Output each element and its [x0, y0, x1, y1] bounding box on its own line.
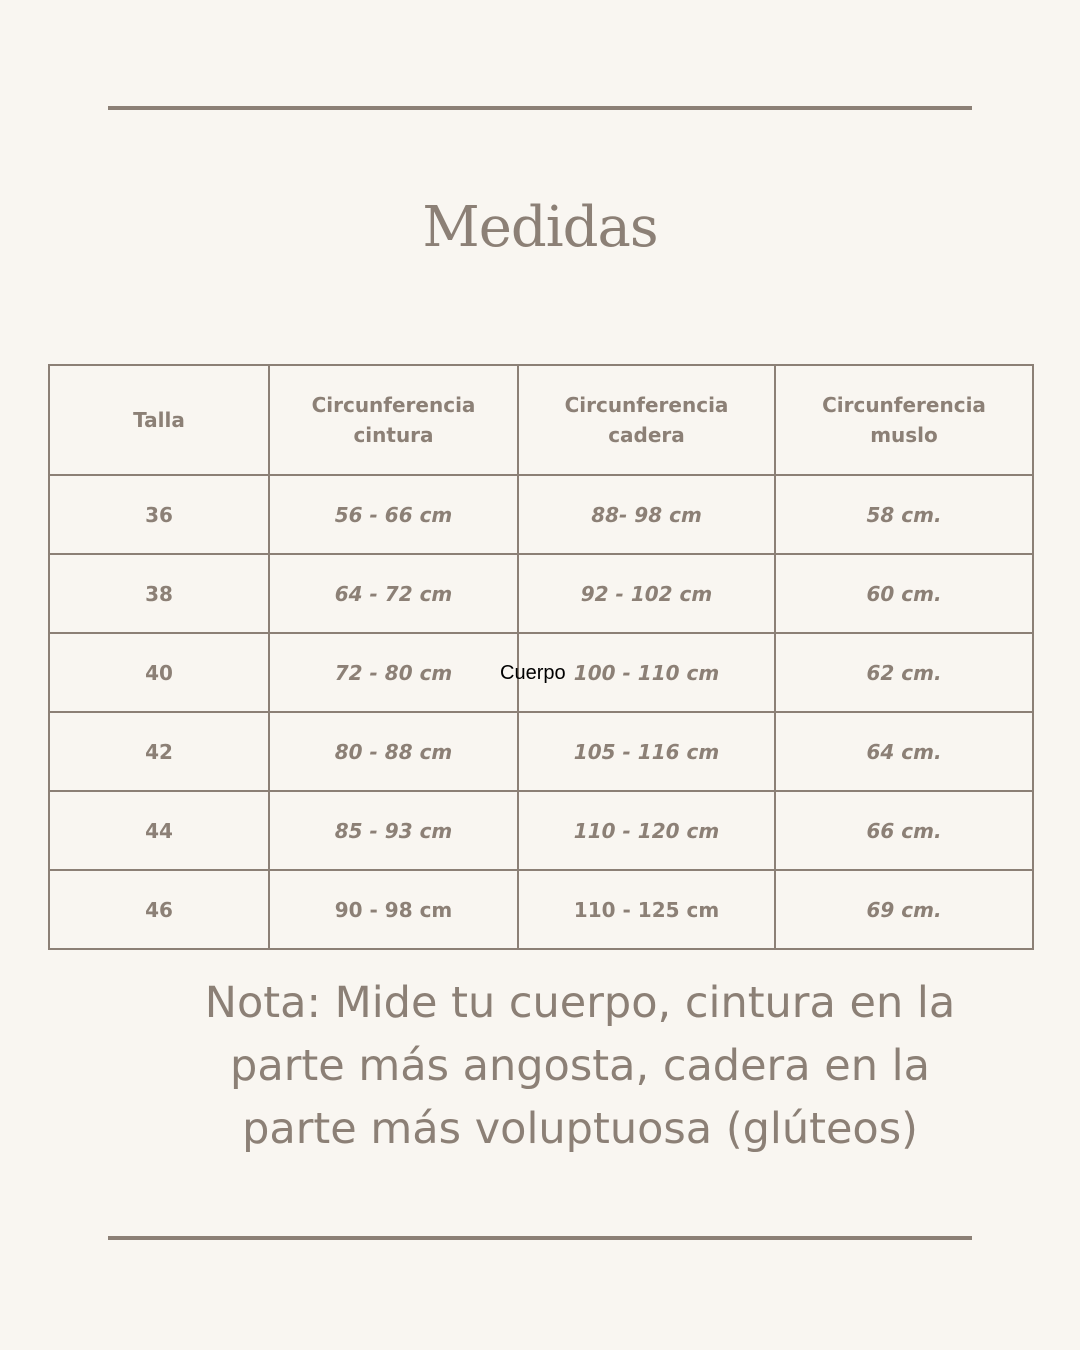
overlay-label: Cuerpo [500, 662, 566, 684]
top-divider [108, 106, 972, 110]
table-row: 44 85 - 93 cm 110 - 120 cm 66 cm. [48, 790, 1034, 871]
cell-cadera: 92 - 102 cm [517, 553, 776, 634]
cell-muslo: 60 cm. [774, 553, 1034, 634]
cell-muslo: 69 cm. [774, 869, 1034, 950]
bottom-divider [108, 1236, 972, 1240]
cell-talla: 40 [48, 632, 270, 713]
cell-cintura: 80 - 88 cm [268, 711, 519, 792]
cell-cadera: 110 - 120 cm [517, 790, 776, 871]
header-muslo: Circunferencia muslo [774, 364, 1034, 476]
cell-talla: 38 [48, 553, 270, 634]
cell-cintura: 90 - 98 cm [268, 869, 519, 950]
header-cintura: Circunferencia cintura [268, 364, 519, 476]
cell-talla: 44 [48, 790, 270, 871]
table-row: 42 80 - 88 cm 105 - 116 cm 64 cm. [48, 711, 1034, 792]
cell-muslo: 62 cm. [774, 632, 1034, 713]
cell-muslo: 64 cm. [774, 711, 1034, 792]
cell-cadera: 88- 98 cm [517, 474, 776, 555]
table-header-row: Talla Circunferencia cintura Circunferen… [48, 364, 1034, 476]
cell-cadera: 110 - 125 cm [517, 869, 776, 950]
table-row: 38 64 - 72 cm 92 - 102 cm 60 cm. [48, 553, 1034, 634]
cell-talla: 42 [48, 711, 270, 792]
cell-cintura: 56 - 66 cm [268, 474, 519, 555]
page-title: Medidas [422, 195, 658, 260]
cell-cadera: 105 - 116 cm [517, 711, 776, 792]
cell-cintura: 85 - 93 cm [268, 790, 519, 871]
cell-cadera: 100 - 110 cm [517, 632, 776, 713]
header-cadera: Circunferencia cadera [517, 364, 776, 476]
cell-muslo: 58 cm. [774, 474, 1034, 555]
note-text: Nota: Mide tu cuerpo, cintura en la part… [204, 978, 956, 1154]
table-row: 40 72 - 80 cm 100 - 110 cm 62 cm. [48, 632, 1034, 713]
size-table: Talla Circunferencia cintura Circunferen… [48, 364, 1034, 950]
table-row: 46 90 - 98 cm 110 - 125 cm 69 cm. [48, 869, 1034, 950]
header-talla: Talla [48, 364, 270, 476]
cell-muslo: 66 cm. [774, 790, 1034, 871]
table-row: 36 56 - 66 cm 88- 98 cm 58 cm. [48, 474, 1034, 555]
cell-cintura: 64 - 72 cm [268, 553, 519, 634]
cell-talla: 36 [48, 474, 270, 555]
cell-cintura: 72 - 80 cm [268, 632, 519, 713]
cell-talla: 46 [48, 869, 270, 950]
